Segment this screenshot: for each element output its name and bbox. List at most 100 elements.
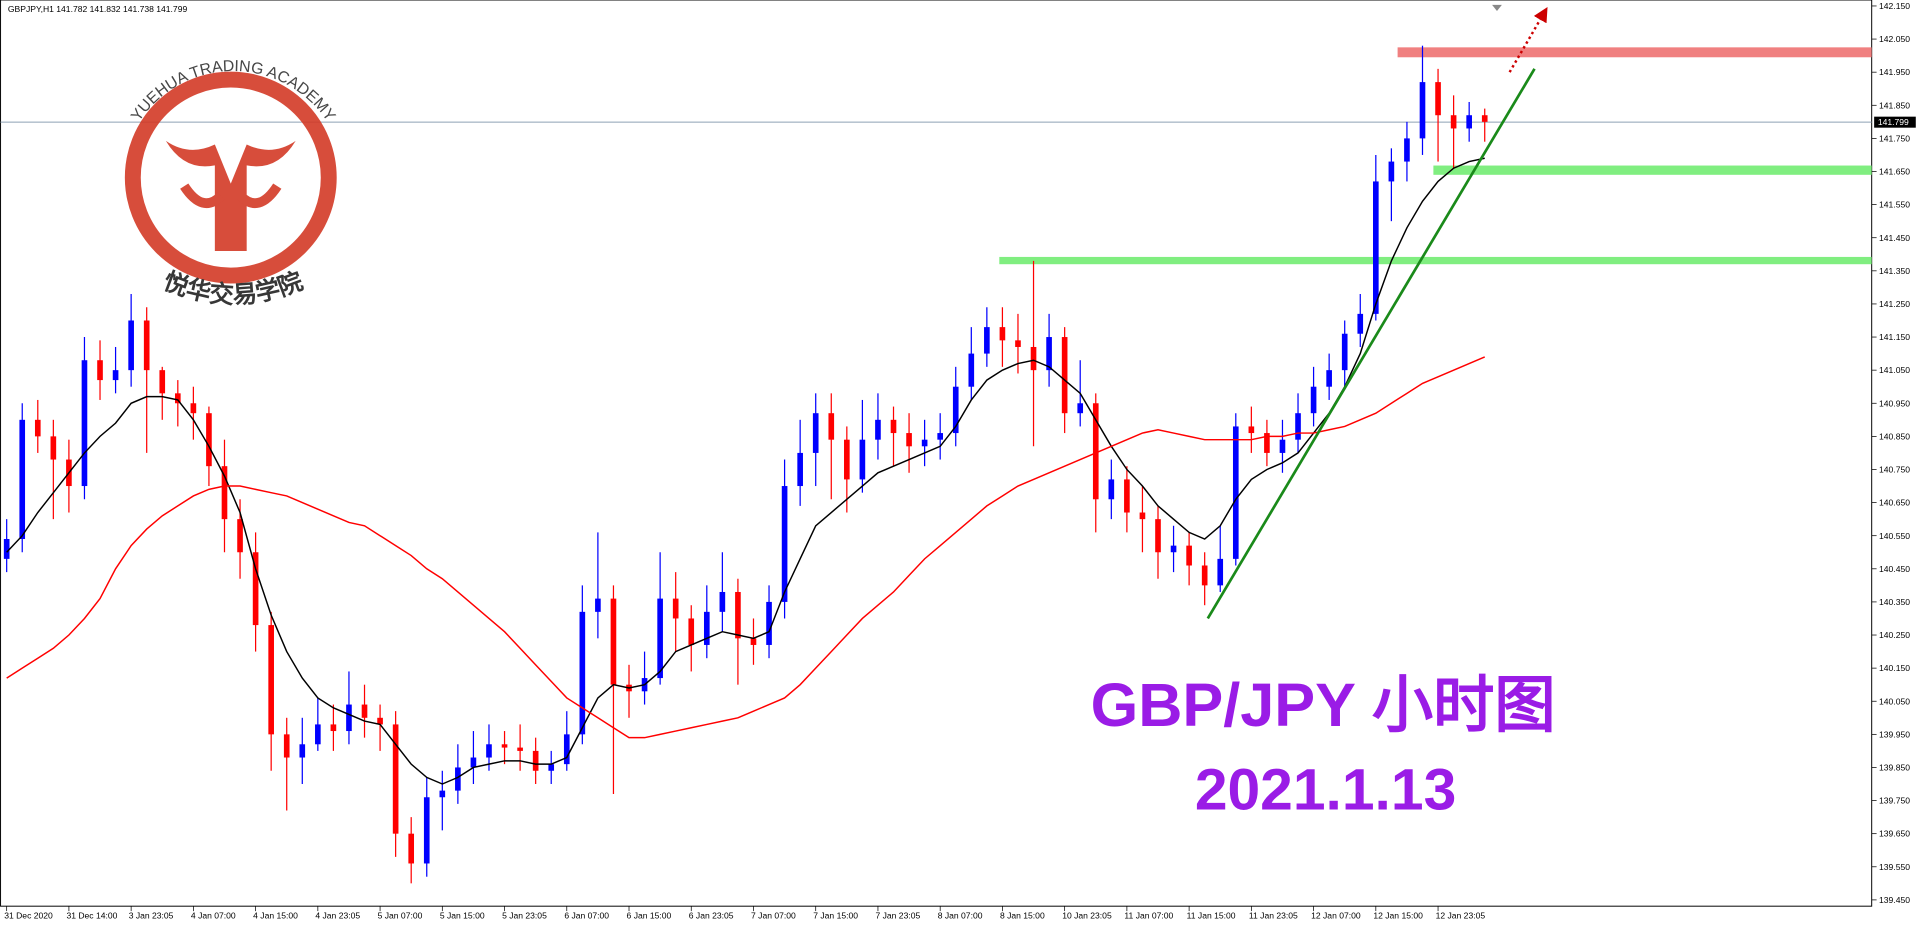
candle-body	[921, 439, 928, 447]
y-tick-label: 141.350	[1879, 266, 1910, 276]
y-tick-label: 140.050	[1879, 696, 1910, 706]
y-tick-label: 140.150	[1879, 663, 1910, 673]
candle-body	[1061, 337, 1068, 414]
candle-body	[688, 618, 695, 645]
y-tick-label: 140.250	[1879, 630, 1910, 640]
candle-body	[906, 433, 912, 447]
candle-body	[1326, 370, 1332, 387]
candle-body	[1388, 161, 1395, 182]
moving-average	[6, 157, 1485, 785]
logo-ring	[124, 71, 337, 284]
x-tick-label: 11 Jan 15:00	[1187, 910, 1236, 920]
moving-average	[6, 356, 1486, 739]
candle-body	[999, 327, 1006, 341]
subtitle: 2021.1.13	[1195, 757, 1456, 822]
candle-body	[719, 591, 726, 612]
candle-body	[206, 413, 212, 467]
candle-body	[408, 833, 415, 864]
candle-body	[563, 734, 570, 765]
y-tick-label: 141.250	[1879, 299, 1910, 309]
candle-body	[1092, 403, 1099, 500]
candle-body	[1186, 545, 1192, 566]
candle-body	[1201, 565, 1208, 586]
y-tick-label: 139.550	[1879, 862, 1910, 872]
y-tick-label: 142.150	[1879, 1, 1910, 11]
candle-body	[470, 757, 477, 768]
candle-body	[1077, 403, 1084, 414]
candle-body	[890, 419, 897, 434]
y-tick-label: 140.450	[1879, 564, 1910, 574]
candle-body	[97, 360, 103, 381]
candle-body	[703, 611, 710, 645]
candle-body	[1232, 426, 1239, 559]
y-tick-label: 141.650	[1879, 167, 1910, 177]
candle-body	[423, 797, 430, 864]
y-tick-label: 140.750	[1879, 465, 1910, 475]
candle-body	[828, 413, 835, 440]
y-tick-label: 140.350	[1879, 597, 1910, 607]
candle-body	[3, 539, 10, 559]
y-tick-label: 141.050	[1879, 365, 1910, 375]
candle-body	[50, 436, 57, 460]
candle-body	[797, 452, 803, 487]
y-tick-label: 140.550	[1879, 531, 1910, 541]
y-tick-label: 139.650	[1879, 829, 1910, 839]
candle-body	[875, 419, 881, 440]
trendline	[1206, 68, 1536, 620]
x-tick-label: 6 Jan 07:00	[564, 910, 609, 920]
candle-body	[128, 320, 134, 371]
candle-body	[159, 370, 166, 394]
candle-body	[735, 591, 741, 639]
candle-body	[1015, 340, 1021, 347]
candle-body	[1264, 433, 1270, 453]
current-price-label: 141.799	[1878, 117, 1909, 127]
candle-body	[1481, 115, 1488, 122]
candle-body	[1030, 346, 1037, 371]
candle-body	[1155, 519, 1161, 553]
candle-body	[517, 747, 523, 751]
candle-body	[377, 717, 383, 725]
candle-body	[330, 724, 337, 732]
x-tick-label: 3 Jan 23:05	[129, 910, 174, 920]
x-tick-label: 7 Jan 07:00	[751, 910, 796, 920]
candle-body	[812, 413, 819, 453]
price-zone	[999, 256, 1872, 265]
header: GBPJPY,H1 141.782 141.832 141.738 141.79…	[8, 4, 188, 14]
x-tick-label: 4 Jan 15:00	[253, 910, 298, 920]
candle-body	[1046, 337, 1052, 371]
candle-body	[439, 790, 446, 798]
candle-body	[844, 439, 850, 480]
logo-mark	[165, 140, 296, 252]
x-tick-label: 11 Jan 07:00	[1124, 910, 1173, 920]
candle-body	[299, 744, 306, 758]
candle-body	[361, 704, 368, 718]
x-tick-label: 6 Jan 15:00	[627, 910, 672, 920]
x-tick-label: 12 Jan 23:05	[1436, 910, 1486, 920]
x-tick-label: 7 Jan 23:05	[875, 910, 920, 920]
candle-body	[112, 370, 119, 381]
candle-body	[34, 419, 41, 437]
candle-body	[1139, 512, 1146, 520]
candle-body	[315, 724, 321, 745]
x-tick-label: 8 Jan 15:00	[1000, 910, 1045, 920]
candle-body	[657, 598, 663, 679]
candle-body	[501, 744, 508, 748]
candle-body	[1279, 439, 1286, 453]
x-tick-label: 10 Jan 23:05	[1062, 910, 1112, 920]
y-tick-label: 139.850	[1879, 763, 1910, 773]
candle-body	[143, 320, 150, 371]
candle-body	[1248, 426, 1255, 434]
candle-body	[1108, 479, 1115, 500]
candle-body	[268, 625, 274, 735]
x-tick-label: 31 Dec 2020	[4, 910, 53, 920]
candle-body	[1295, 413, 1301, 440]
candle-body	[1404, 138, 1410, 162]
candle-body	[190, 403, 197, 414]
candle-body	[610, 598, 617, 685]
y-tick-label: 140.850	[1879, 431, 1910, 441]
y-tick-label: 141.950	[1879, 67, 1910, 77]
y-tick-label: 141.150	[1879, 332, 1910, 342]
title: GBP/JPY 小时图	[1091, 671, 1556, 739]
